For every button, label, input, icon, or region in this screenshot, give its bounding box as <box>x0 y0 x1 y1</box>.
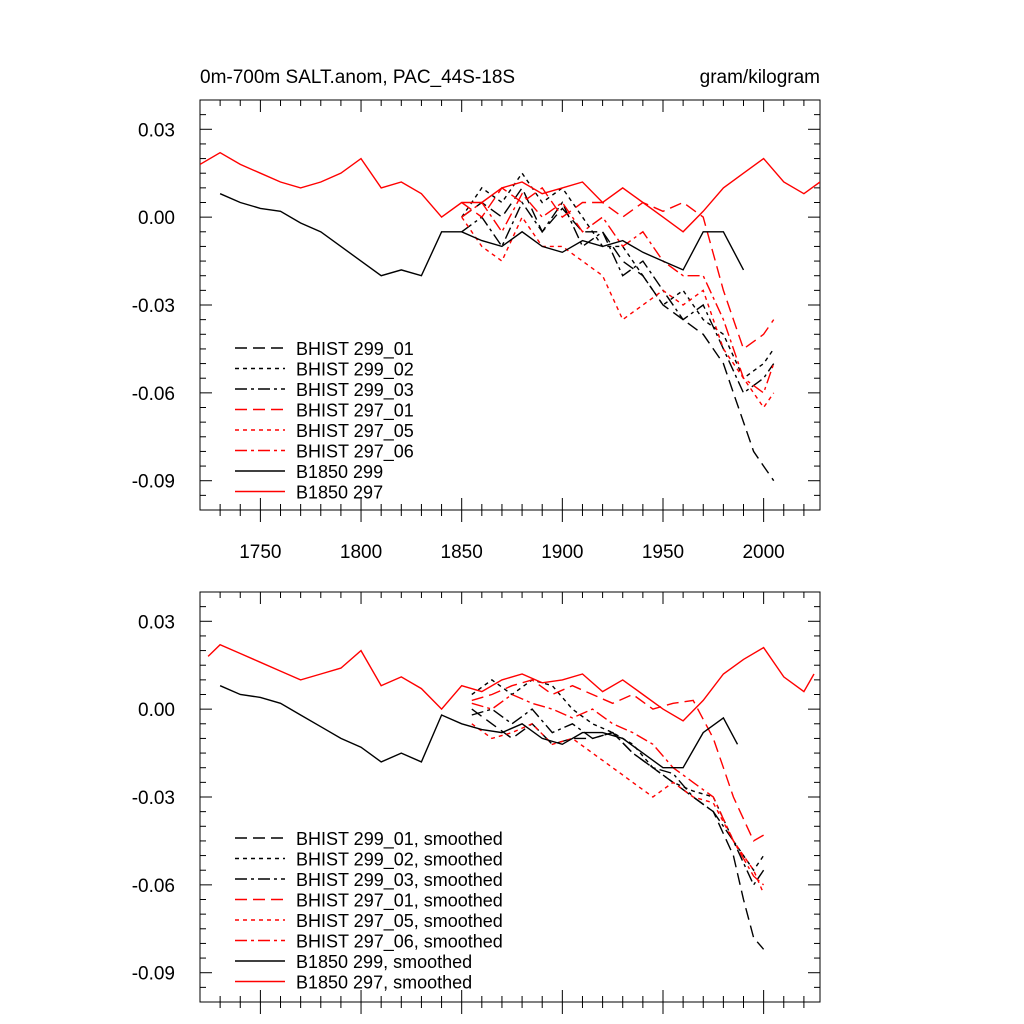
series-line-4 <box>471 722 765 894</box>
series-line-5 <box>471 693 765 886</box>
y-tick-label: -0.06 <box>132 384 175 405</box>
legend-label: BHIST 297_01 <box>296 401 414 422</box>
legend-label: BHIST 299_03, smoothed <box>296 870 503 891</box>
legend-label: B1850 299 <box>296 462 383 482</box>
legend-label: BHIST 299_01 <box>296 339 414 360</box>
series-line-7 <box>207 643 815 722</box>
plot-frame <box>199 591 821 1003</box>
top-panel: 0.03 0.00 -0.03 -0.06 -0.09 1750 1800 1850 1900 1… <box>132 99 821 563</box>
y-tick-label: -0.09 <box>132 964 175 985</box>
legend-label: BHIST 299_02, smoothed <box>296 850 503 871</box>
x-tick-label: 1850 <box>441 542 483 563</box>
series-line-5 <box>461 192 775 395</box>
legend-label: BHIST 297_06 <box>296 442 414 463</box>
legend-label: BHIST 299_02 <box>296 360 414 381</box>
x-tick-label: 1750 <box>239 542 281 563</box>
plot-frame <box>199 99 821 511</box>
x-tick-label: 1950 <box>642 542 684 563</box>
y-tick-label: 0.00 <box>138 208 175 229</box>
x-tick-label: 2000 <box>742 542 784 563</box>
chart-title: 0m-700m SALT.anom, PAC_44S-18S <box>200 67 515 88</box>
legend-label: BHIST 297_01, smoothed <box>296 891 503 912</box>
legend-label: BHIST 297_05, smoothed <box>296 911 503 932</box>
legend-label: BHIST 299_01, smoothed <box>296 829 503 850</box>
y-tick-label: -0.09 <box>132 472 175 493</box>
series-line-1 <box>471 679 765 872</box>
series-line-3 <box>461 186 775 351</box>
series-line-6 <box>219 685 739 769</box>
y-tick-label: -0.06 <box>132 876 175 897</box>
chart-units: gram/kilogram <box>700 67 820 88</box>
series-line-4 <box>461 215 775 409</box>
y-tick-label: -0.03 <box>132 296 175 317</box>
bottom-panel: 0.03 0.00 -0.03 -0.06 -0.09 BHIST 299_01, smo… <box>132 591 821 1014</box>
series-line-2 <box>471 708 765 887</box>
series-line-0 <box>471 708 765 950</box>
y-tick-label: 0.03 <box>138 120 175 141</box>
x-tick-label: 1800 <box>340 542 382 563</box>
y-tick-label: 0.00 <box>138 700 175 721</box>
series-line-2 <box>461 201 775 394</box>
legend-label: BHIST 297_05 <box>296 421 414 442</box>
series-line-1 <box>461 171 775 380</box>
legend-label: B1850 297, smoothed <box>296 973 472 993</box>
legend-label: B1850 297 <box>296 483 383 503</box>
series-line-6 <box>219 193 745 277</box>
y-tick-label: 0.03 <box>138 612 175 633</box>
series-line-3 <box>471 679 764 842</box>
x-tick-label: 1900 <box>541 542 583 563</box>
legend-label: B1850 299, smoothed <box>296 952 472 972</box>
legend-label: BHIST 297_06, smoothed <box>296 932 503 953</box>
y-tick-label: -0.03 <box>132 788 175 809</box>
series-line-7 <box>200 151 820 233</box>
legend-label: BHIST 299_03 <box>296 380 414 401</box>
